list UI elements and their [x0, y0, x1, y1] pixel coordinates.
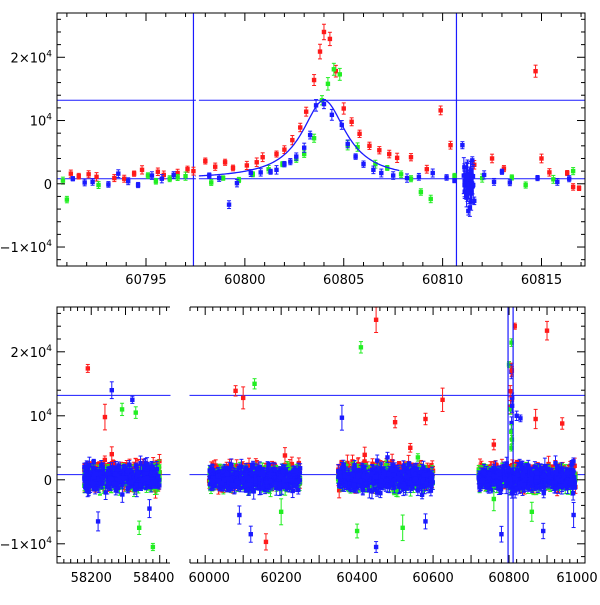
- top-axis-break: [196, 13, 199, 266]
- bottom-blue-point: [337, 483, 341, 488]
- bottom-xtick-label: 60600: [412, 571, 453, 586]
- bottom-blue-point: [156, 474, 160, 480]
- bottom-xtick-label: 60000: [189, 571, 230, 586]
- bottom-blue-point: [402, 464, 406, 470]
- top-red-point: [223, 159, 227, 165]
- bottom-blue-point: [535, 471, 539, 476]
- top-green-point: [154, 178, 158, 184]
- top-red-point: [132, 171, 136, 176]
- bottom-blue-point: [91, 481, 95, 486]
- top-xtick-label: 60795: [125, 273, 166, 288]
- top-blue-point: [71, 177, 75, 181]
- bottom-blue-point: [413, 477, 417, 482]
- bottom-xtick-label: 60200: [260, 571, 301, 586]
- top-blue-point: [500, 169, 504, 174]
- top-blue-point: [282, 161, 286, 166]
- top-ytick-label: 2×104: [11, 49, 53, 66]
- top-green-point: [523, 182, 527, 188]
- top-xtick-label: 60805: [323, 273, 364, 288]
- bottom-blue-point: [390, 468, 394, 472]
- top-red-point: [203, 158, 207, 164]
- top-blue-point: [444, 175, 448, 181]
- top-red-point: [231, 165, 235, 171]
- bottom-xtick-label: 60400: [336, 571, 377, 586]
- bottom-blue-point: [352, 483, 356, 488]
- top-blue-point: [136, 182, 140, 187]
- top-ytick-label: 0: [44, 178, 52, 193]
- top-blue-point: [452, 178, 456, 182]
- top-red-point: [577, 186, 581, 191]
- bottom-blue-point: [109, 477, 113, 482]
- bottom-blue-point: [427, 471, 431, 476]
- bottom-blue-point: [266, 462, 270, 466]
- top-green-point: [209, 180, 213, 186]
- bottom-xtick-label: 58200: [71, 571, 112, 586]
- bottom-ytick-label: 0: [44, 474, 52, 489]
- bottom-ytick-label: −1×104: [0, 536, 52, 553]
- top-red-point: [274, 151, 278, 157]
- top-xtick-label: 60810: [422, 273, 463, 288]
- bottom-blue-point: [407, 462, 411, 466]
- bottom-blue-point: [253, 479, 257, 484]
- top-green-point: [409, 176, 413, 182]
- top-red-point: [77, 173, 81, 179]
- top-blue-point: [535, 176, 539, 181]
- top-green-point: [221, 176, 225, 180]
- bottom-xtick-label: 61000: [556, 571, 597, 586]
- top-red-point: [185, 166, 189, 172]
- bottom-xtick-label: 58400: [133, 571, 174, 586]
- bottom-blue-point: [82, 476, 86, 482]
- top-blue-point: [106, 182, 110, 188]
- top-blue-point: [353, 154, 357, 159]
- top-green-point: [146, 173, 150, 178]
- top-blue-point: [288, 159, 292, 165]
- bottom-xtick-label: 60800: [488, 571, 529, 586]
- bottom-ytick-label: 2×104: [11, 344, 53, 361]
- top-xtick-label: 60815: [521, 273, 562, 288]
- bottom-blue-point: [369, 471, 373, 477]
- bottom-blue-point: [251, 464, 255, 470]
- bottom-blue-point: [521, 473, 525, 478]
- top-green-point: [168, 176, 172, 182]
- top-ytick-label: −1×104: [0, 239, 52, 256]
- bottom-blue-point: [134, 482, 138, 488]
- bottom-blue-point: [129, 480, 133, 485]
- top-xtick-label: 60800: [224, 273, 265, 288]
- top-red-point: [565, 171, 569, 176]
- top-blue-point: [567, 176, 571, 182]
- bottom-axis-break: [171, 306, 190, 564]
- bottom-blue-point: [541, 473, 545, 479]
- top-green-point: [175, 174, 179, 180]
- top-blue-point: [268, 169, 272, 174]
